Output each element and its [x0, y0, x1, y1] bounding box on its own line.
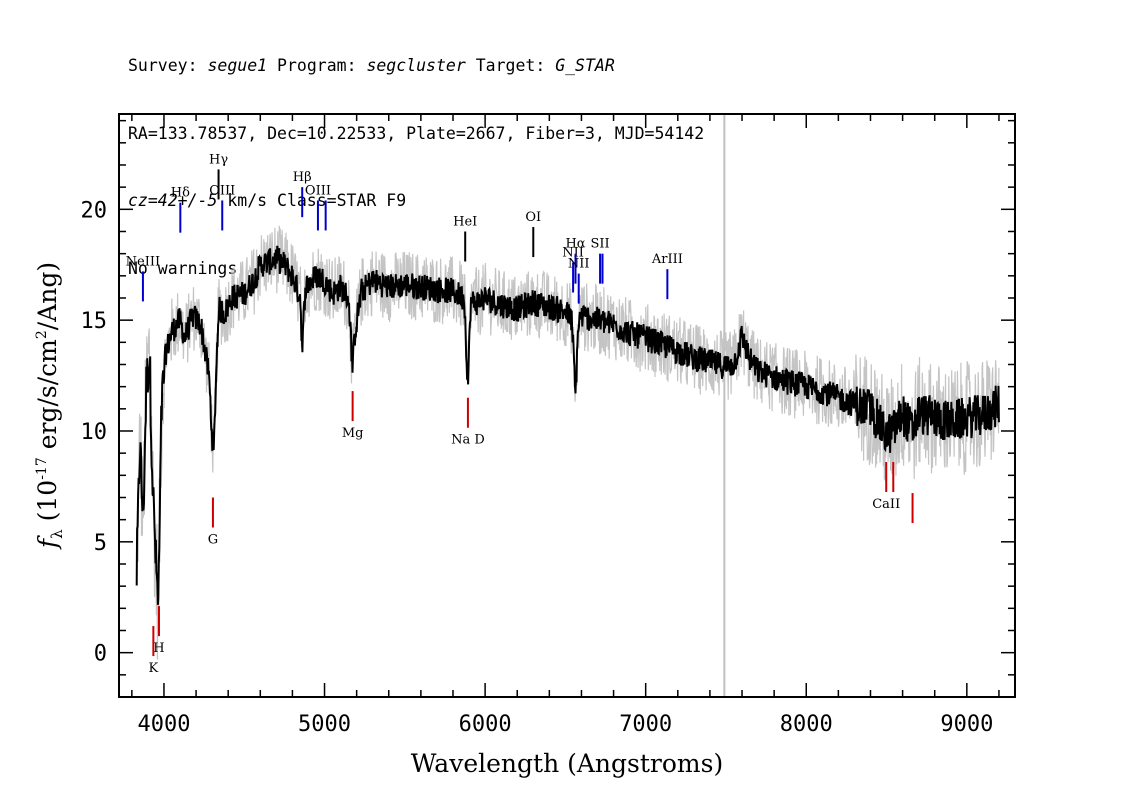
- plot-frame: [118, 113, 1016, 698]
- y-tick-label: 5: [94, 531, 107, 556]
- emission-line-label: Hγ: [209, 152, 228, 167]
- y-tick-label: 0: [94, 642, 107, 667]
- target-key: Target:: [465, 56, 556, 75]
- survey-key: Survey:: [128, 56, 208, 75]
- flux-series: [135, 225, 1000, 660]
- x-tick-label: 9000: [940, 712, 993, 737]
- y-tick-label: 20: [81, 198, 108, 223]
- absorption-line-label: Na D: [451, 433, 485, 448]
- x-tick-label: 8000: [780, 712, 833, 737]
- target-value: G_STAR: [555, 56, 615, 75]
- emission-line-label: OI: [525, 210, 541, 225]
- flux-line: [135, 245, 1000, 605]
- emission-line-label: OIII: [209, 183, 235, 198]
- emission-line-label: Hα: [565, 237, 585, 252]
- emission-line-label: Hβ: [293, 170, 312, 185]
- x-tick-label: 4000: [137, 712, 190, 737]
- absorption-line-label: G: [208, 532, 218, 547]
- emission-line-label: Hδ: [171, 186, 190, 201]
- y-tick-label: 15: [81, 309, 108, 334]
- emission-line-label: OIII: [305, 183, 331, 198]
- x-axis-title: Wavelength (Angstroms): [411, 749, 723, 778]
- header-line-survey: Survey: segue1 Program: segcluster Targe…: [128, 55, 704, 78]
- axis-ticks: 4000 5000 6000 7000 8000 9000 0 5 10 15 20: [81, 114, 1015, 737]
- emission-line-label: HeI: [453, 214, 477, 229]
- emission-line-label: ArIII: [651, 252, 683, 267]
- absorption-line-label: K: [149, 661, 159, 676]
- emission-line-label: NII: [568, 257, 590, 272]
- emission-line-label: NeIII: [126, 254, 160, 269]
- absorption-line-label: H: [153, 641, 164, 656]
- emission-line-label: NII: [562, 246, 584, 261]
- absorption-line-label: Mg: [342, 426, 364, 441]
- program-value: segcluster: [366, 56, 466, 75]
- plot-border: [118, 113, 1016, 698]
- y-axis-title: fλ (10-17 erg/s/cm2/Ang): [33, 262, 66, 550]
- x-tick-label: 6000: [459, 712, 512, 737]
- redshift-value: cz=42+/-5: [128, 191, 218, 210]
- survey-value: segue1: [207, 56, 268, 75]
- program-key: Program:: [267, 56, 367, 75]
- flux-noise-band: [136, 225, 1000, 660]
- x-tick-label: 7000: [619, 712, 672, 737]
- x-tick-label: 5000: [298, 712, 351, 737]
- header-line-coordinates: RA=133.78537, Dec=10.22533, Plate=2667, …: [128, 123, 705, 143]
- y-tick-label: 10: [81, 420, 108, 445]
- emission-line-label: SII: [590, 237, 609, 252]
- absorption-line-label: CaII: [872, 497, 900, 512]
